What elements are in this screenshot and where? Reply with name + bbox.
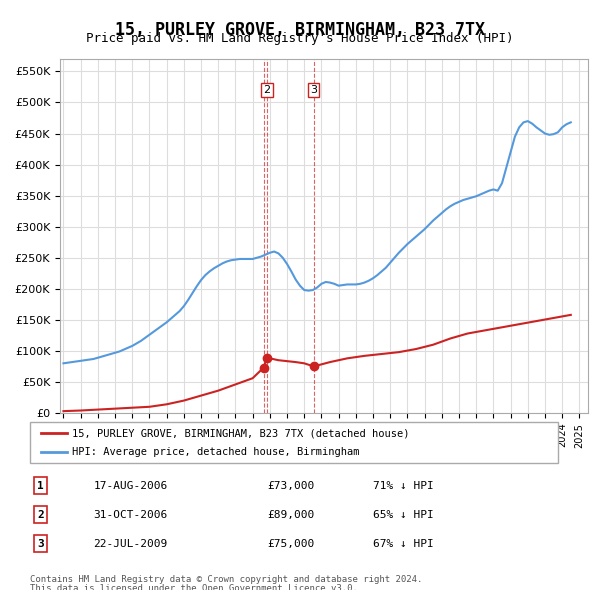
Text: 15, PURLEY GROVE, BIRMINGHAM, B23 7TX: 15, PURLEY GROVE, BIRMINGHAM, B23 7TX [115, 21, 485, 39]
Text: 3: 3 [310, 85, 317, 95]
Text: 3: 3 [37, 539, 44, 549]
Text: 15, PURLEY GROVE, BIRMINGHAM, B23 7TX (detached house): 15, PURLEY GROVE, BIRMINGHAM, B23 7TX (d… [72, 428, 410, 438]
Text: 1: 1 [37, 481, 44, 491]
Text: This data is licensed under the Open Government Licence v3.0.: This data is licensed under the Open Gov… [30, 584, 358, 590]
Text: 2: 2 [263, 85, 271, 95]
Text: 71% ↓ HPI: 71% ↓ HPI [373, 481, 434, 491]
Text: HPI: Average price, detached house, Birmingham: HPI: Average price, detached house, Birm… [72, 447, 360, 457]
Text: Price paid vs. HM Land Registry's House Price Index (HPI): Price paid vs. HM Land Registry's House … [86, 32, 514, 45]
Text: 22-JUL-2009: 22-JUL-2009 [94, 539, 167, 549]
Text: Contains HM Land Registry data © Crown copyright and database right 2024.: Contains HM Land Registry data © Crown c… [30, 575, 422, 584]
Text: £89,000: £89,000 [268, 510, 315, 520]
FancyBboxPatch shape [30, 422, 558, 463]
Text: 2: 2 [37, 510, 44, 520]
Text: 67% ↓ HPI: 67% ↓ HPI [373, 539, 434, 549]
Text: 17-AUG-2006: 17-AUG-2006 [94, 481, 167, 491]
Text: £75,000: £75,000 [268, 539, 315, 549]
Text: 65% ↓ HPI: 65% ↓ HPI [373, 510, 434, 520]
Text: £73,000: £73,000 [268, 481, 315, 491]
Text: 31-OCT-2006: 31-OCT-2006 [94, 510, 167, 520]
